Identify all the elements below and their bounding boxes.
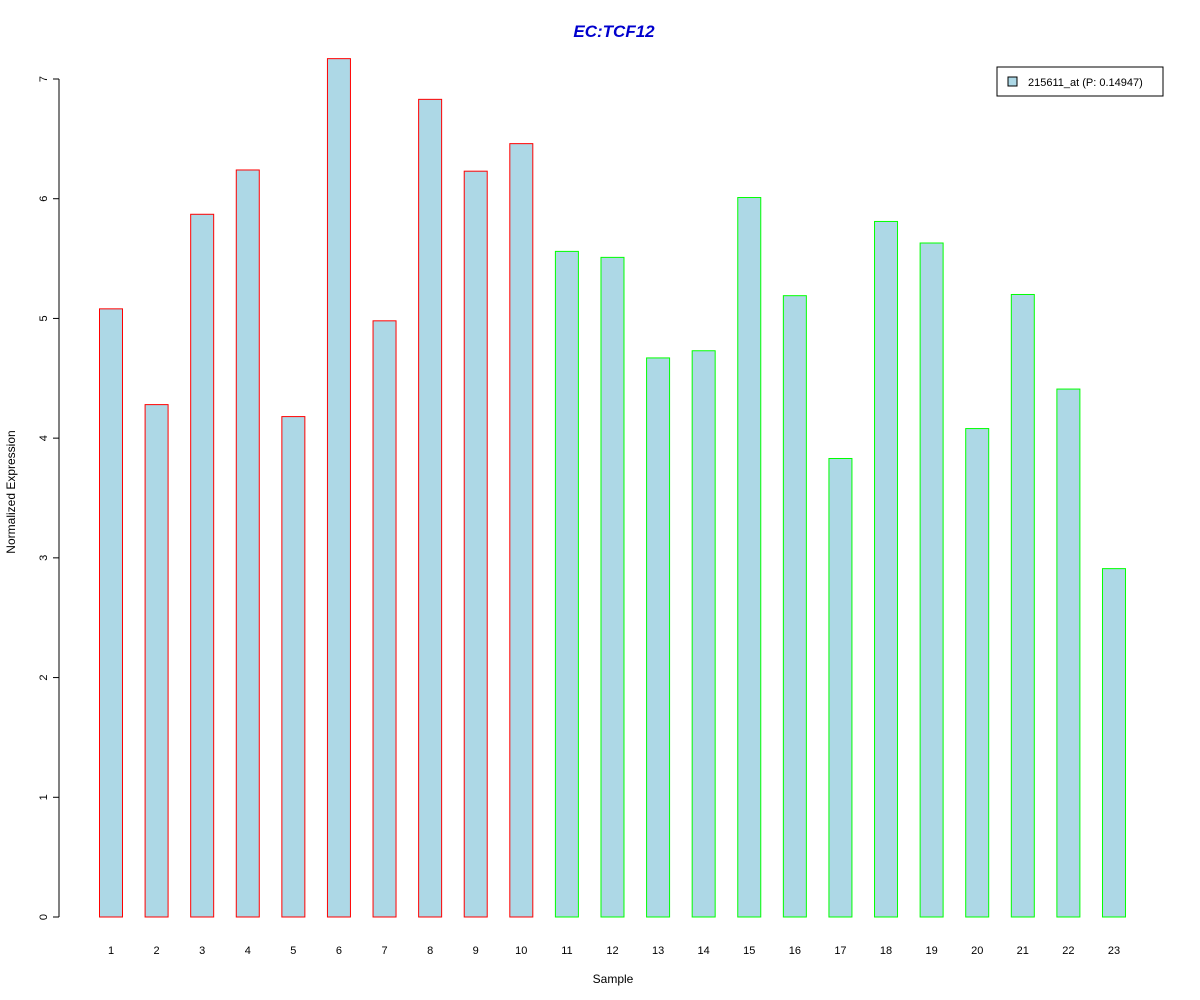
legend-label: 215611_at (P: 0.14947) xyxy=(1028,77,1143,89)
x-tick-label: 21 xyxy=(1017,945,1029,957)
legend-box xyxy=(996,66,1164,97)
bar-sample-2 xyxy=(144,404,169,918)
x-tick-label: 3 xyxy=(199,945,205,957)
x-tick-label: 18 xyxy=(880,945,892,957)
x-axis-label: Sample xyxy=(593,972,634,986)
bar-sample-1 xyxy=(99,308,123,918)
bar-sample-14 xyxy=(691,350,716,918)
x-tick-label: 23 xyxy=(1108,945,1120,957)
bar-sample-17 xyxy=(828,457,853,918)
x-tick-label: 17 xyxy=(834,945,846,957)
y-axis-label: Normalized Expression xyxy=(4,430,18,553)
y-tick-label: 6 xyxy=(38,196,50,202)
bar-sample-11 xyxy=(554,250,579,918)
bar-sample-7 xyxy=(372,320,397,918)
x-tick-label: 12 xyxy=(606,945,618,957)
bar-sample-23 xyxy=(1101,568,1126,918)
x-tick-label: 6 xyxy=(336,945,342,957)
x-tick-label: 10 xyxy=(515,945,527,957)
bar-sample-9 xyxy=(463,170,488,918)
y-tick-label: 3 xyxy=(38,555,50,561)
bar-sample-8 xyxy=(418,98,443,918)
x-tick-label: 9 xyxy=(473,945,479,957)
x-tick-label: 20 xyxy=(971,945,983,957)
y-tick-label: 4 xyxy=(38,435,50,441)
x-tick-label: 7 xyxy=(381,945,387,957)
x-tick-labels: 1 2 3 4 5 6 7 8 9 10 11 12 13 14 15 16 17 18 19 20 21 22 23 xyxy=(108,945,1120,957)
bar-sample-22 xyxy=(1056,388,1081,918)
bar-sample-10 xyxy=(509,143,534,918)
y-tick-label: 1 xyxy=(38,794,50,800)
x-tick-label: 15 xyxy=(743,945,755,957)
x-tick-label: 11 xyxy=(561,945,572,957)
bar-sample-3 xyxy=(190,213,215,918)
y-tick-label: 7 xyxy=(38,76,50,82)
x-tick-label: 16 xyxy=(789,945,801,957)
x-tick-label: 13 xyxy=(652,945,664,957)
x-tick-label: 5 xyxy=(290,945,296,957)
bar-sample-15 xyxy=(737,197,762,918)
bar-sample-21 xyxy=(1010,293,1035,918)
bar-sample-20 xyxy=(965,428,990,918)
bar-sample-5 xyxy=(281,416,306,918)
bar-sample-4 xyxy=(235,169,260,918)
y-axis: 0 1 2 3 4 5 6 7 xyxy=(38,76,60,920)
x-tick-label: 22 xyxy=(1062,945,1074,957)
bar-sample-13 xyxy=(646,357,671,918)
bar-sample-12 xyxy=(600,256,625,918)
x-tick-label: 19 xyxy=(925,945,937,957)
y-tick-label: 2 xyxy=(38,675,50,681)
bar-sample-16 xyxy=(782,295,807,918)
y-tick-label: 0 xyxy=(38,914,50,920)
x-tick-label: 1 xyxy=(108,945,114,957)
x-tick-label: 2 xyxy=(154,945,160,957)
bars-group xyxy=(99,58,1126,918)
x-tick-label: 14 xyxy=(698,945,710,957)
bar-sample-18 xyxy=(874,220,899,918)
chart-title: EC:TCF12 xyxy=(573,22,655,41)
bar-sample-19 xyxy=(919,242,944,918)
x-tick-label: 8 xyxy=(427,945,433,957)
legend-swatch xyxy=(1007,76,1018,87)
x-tick-label: 4 xyxy=(245,945,251,957)
y-tick-label: 5 xyxy=(38,315,50,321)
legend: 215611_at (P: 0.14947) xyxy=(996,66,1164,97)
bar-sample-6 xyxy=(326,58,351,918)
